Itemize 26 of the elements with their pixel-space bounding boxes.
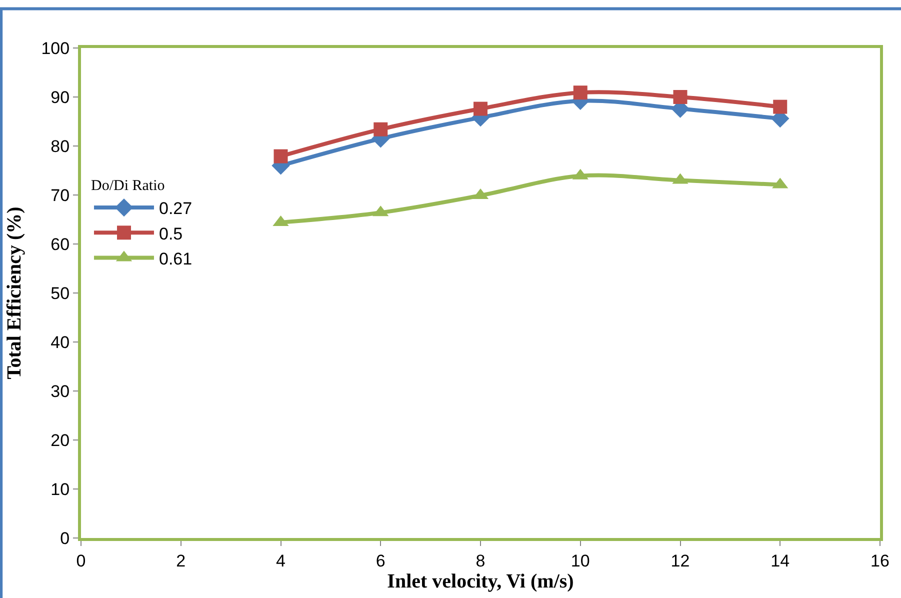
x-tick-label: 6 — [376, 551, 386, 570]
x-tick-label: 10 — [570, 551, 590, 570]
x-tick-label: 14 — [770, 551, 790, 570]
x-tick-label: 0 — [76, 551, 86, 570]
y-tick-label: 100 — [41, 38, 70, 58]
y-axis-title: Total Efficiency (%) — [4, 206, 26, 380]
x-axis-title: Inlet velocity, Vi (m/s) — [387, 570, 574, 592]
y-tick-label: 0 — [60, 528, 70, 548]
y-tick-label: 80 — [50, 136, 70, 156]
legend-label: 0.61 — [158, 249, 192, 268]
y-tick-label: 50 — [50, 284, 70, 303]
legend-label: 0.5 — [158, 224, 183, 244]
y-tick-label: 90 — [50, 88, 70, 107]
y-tick-label: 60 — [50, 234, 70, 254]
y-tick-label: 30 — [50, 382, 70, 401]
y-tick-label: 20 — [50, 430, 70, 450]
y-tick-label: 40 — [50, 332, 70, 352]
x-tick-label: 8 — [476, 551, 486, 570]
x-tick-label: 2 — [176, 551, 186, 570]
x-tick-label: 16 — [870, 551, 890, 570]
x-tick-label: 12 — [670, 551, 690, 570]
x-tick-label: 4 — [276, 551, 286, 570]
legend-title: Do/Di Ratio — [90, 178, 165, 194]
y-tick-label: 10 — [50, 480, 70, 499]
y-tick-label: 70 — [50, 186, 70, 205]
legend-label: 0.27 — [158, 199, 192, 218]
